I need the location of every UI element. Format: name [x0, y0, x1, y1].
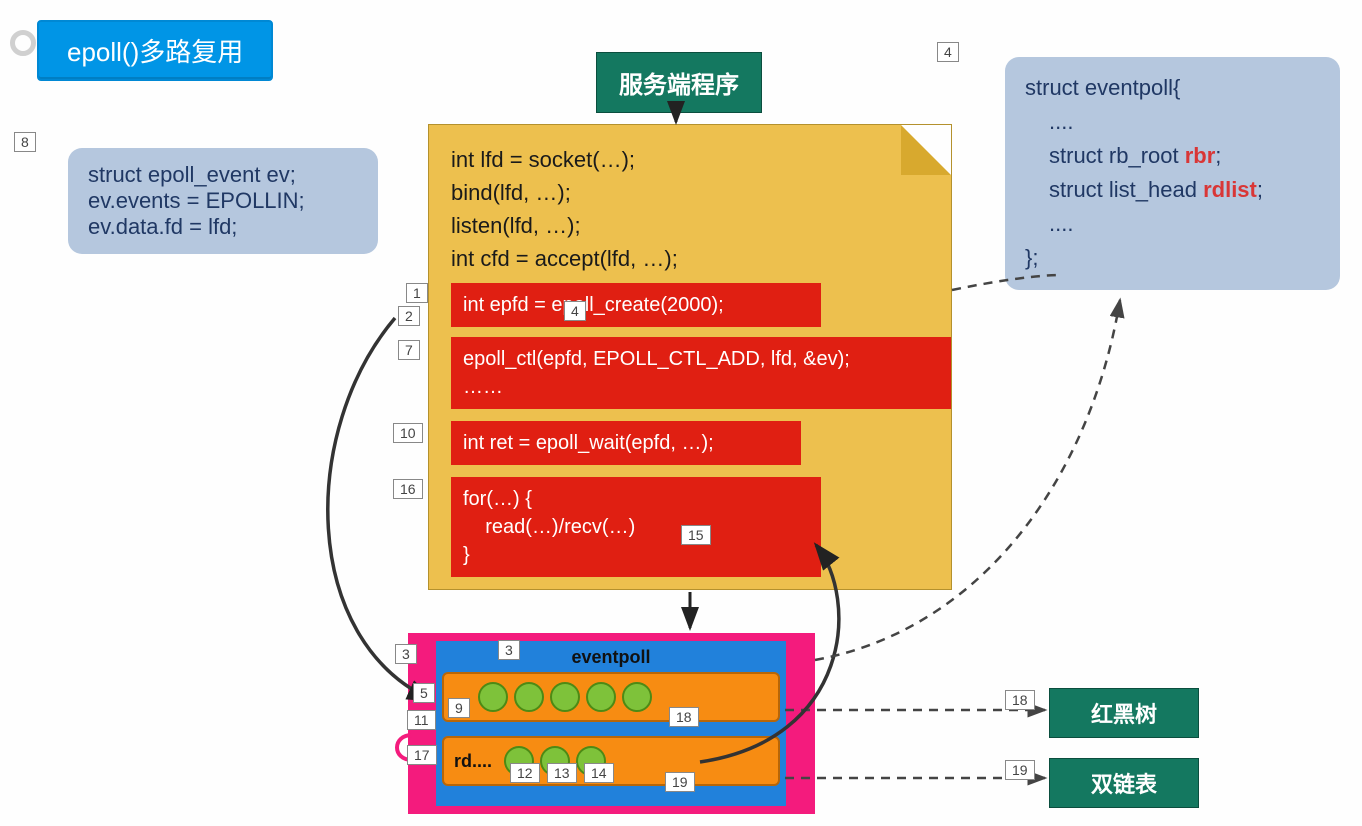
server-header: 服务端程序 — [596, 52, 762, 113]
tag-3a: 3 — [395, 644, 417, 664]
highlight-rbr: rbr — [1185, 143, 1216, 168]
code-paper: int lfd = socket(…); bind(lfd, …); liste… — [428, 124, 952, 590]
code-line: } — [463, 541, 809, 569]
tag-16: 16 — [393, 479, 423, 499]
node-circle — [478, 682, 508, 712]
code-line: .... — [1025, 105, 1320, 139]
tag-17: 17 — [407, 745, 437, 765]
dlist-label: 双链表 — [1049, 758, 1199, 808]
tag-19b: 19 — [1005, 760, 1035, 780]
title-tag: epoll()多路复用 — [37, 20, 273, 81]
tag-5: 5 — [413, 683, 435, 703]
node-circle — [550, 682, 580, 712]
panel-epoll-event: struct epoll_event ev; ev.events = EPOLL… — [68, 148, 378, 254]
code-line: int lfd = socket(…); — [451, 143, 929, 176]
code-line: struct eventpoll{ — [1025, 71, 1320, 105]
tag-1: 1 — [406, 283, 428, 303]
tag-11: 11 — [407, 710, 436, 730]
text: ; — [1215, 143, 1221, 168]
code-line: .... — [1025, 207, 1320, 241]
paper-fold-icon — [901, 125, 951, 175]
code-line: ev.events = EPOLLIN; — [88, 188, 358, 214]
node-circle — [622, 682, 652, 712]
code-line: int cfd = accept(lfd, …); — [451, 242, 929, 275]
red-block-loop: for(…) { read(…)/recv(…) } — [451, 477, 821, 577]
code-line: struct epoll_event ev; — [88, 162, 358, 188]
code-line: struct list_head rdlist; — [1025, 173, 1320, 207]
tag-4b: 4 — [564, 301, 586, 321]
tag-3b: 3 — [498, 640, 520, 660]
red-block-wait: int ret = epoll_wait(epfd, …); — [451, 421, 801, 465]
red-block-ctl: epoll_ctl(epfd, EPOLL_CTL_ADD, lfd, &ev)… — [451, 337, 951, 409]
code-line: }; — [1025, 241, 1320, 275]
code-line: ev.data.fd = lfd; — [88, 214, 358, 240]
tag-8: 8 — [14, 132, 36, 152]
tag-4a: 4 — [937, 42, 959, 62]
tag-18a: 18 — [669, 707, 699, 727]
tag-12: 12 — [510, 763, 540, 783]
code-line: listen(lfd, …); — [451, 209, 929, 242]
text: struct rb_root — [1049, 143, 1185, 168]
tag-7: 7 — [398, 340, 420, 360]
code-line: bind(lfd, …); — [451, 176, 929, 209]
code-line: …… — [463, 373, 939, 401]
text: ; — [1257, 177, 1263, 202]
tag-10: 10 — [393, 423, 423, 443]
highlight-rdlist: rdlist — [1203, 177, 1257, 202]
tag-18b: 18 — [1005, 690, 1035, 710]
tag-14: 14 — [584, 763, 614, 783]
rdlist-label: rd.... — [454, 751, 500, 772]
tag-9: 9 — [448, 698, 470, 718]
code-line: epoll_ctl(epfd, EPOLL_CTL_ADD, lfd, &ev)… — [463, 345, 939, 373]
tag-19a: 19 — [665, 772, 695, 792]
text: struct list_head — [1049, 177, 1203, 202]
rbtree-label: 红黑树 — [1049, 688, 1199, 738]
panel-eventpoll-struct: struct eventpoll{ .... struct rb_root rb… — [1005, 57, 1340, 290]
code-line: for(…) { — [463, 485, 809, 513]
tag-2: 2 — [398, 306, 420, 326]
ring-icon — [10, 30, 36, 56]
code-line: struct rb_root rbr; — [1025, 139, 1320, 173]
eventpoll-title: eventpoll — [442, 647, 780, 668]
tag-15: 15 — [681, 525, 711, 545]
node-circle — [586, 682, 616, 712]
rbr-row — [442, 672, 780, 722]
red-block-create: int epfd = epoll_create(2000); — [451, 283, 821, 327]
tag-13: 13 — [547, 763, 577, 783]
node-circle — [514, 682, 544, 712]
eventpoll-container: eventpoll rd.... — [408, 633, 815, 814]
code-line: read(…)/recv(…) — [463, 513, 809, 541]
